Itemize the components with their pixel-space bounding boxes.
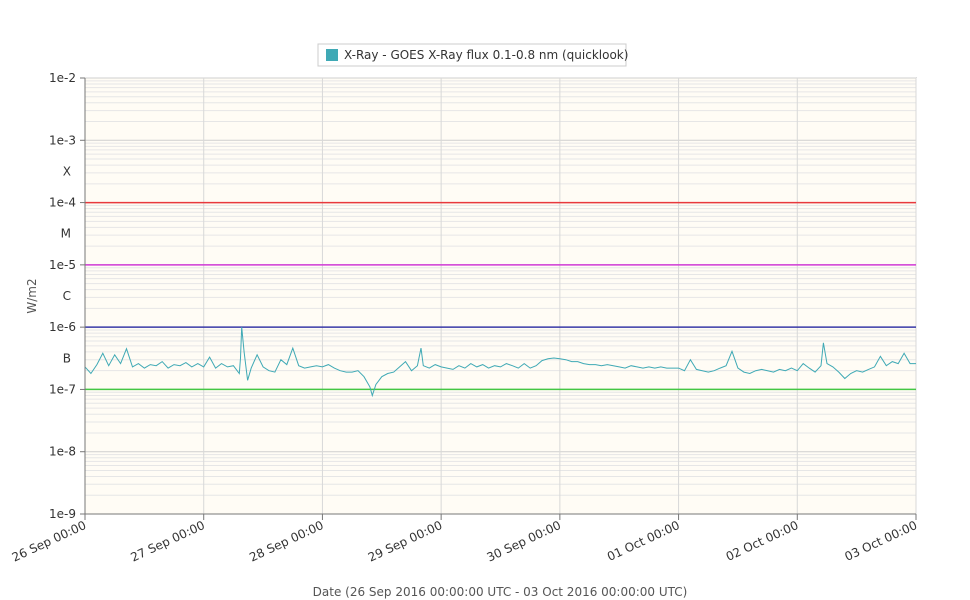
y-axis: 1e-9 1e-8 1e-7 1e-6 1e-5 1e-4 1e-3 1e-2 B C M X — [49, 71, 86, 521]
y-tick-label: 1e-6 — [49, 320, 76, 334]
y-tick-label: 1e-5 — [49, 258, 76, 272]
flare-class-label: X — [63, 164, 71, 178]
series — [84, 327, 916, 398]
y-tick-label: 1e-8 — [49, 445, 76, 459]
x-axis-title: Date (26 Sep 2016 00:00:00 UTC - 03 Oct … — [313, 585, 688, 599]
legend[interactable]: X-Ray - GOES X-Ray flux 0.1-0.8 nm (quic… — [317, 43, 628, 67]
legend-box — [317, 43, 627, 67]
y-tick-label: 1e-9 — [49, 507, 76, 521]
y-axis-title: W/m2 — [25, 278, 39, 313]
flare-class-label: B — [63, 351, 71, 365]
plot-area — [84, 77, 917, 515]
threshold-lines — [85, 201, 916, 391]
y-tick-label: 1e-4 — [49, 196, 76, 210]
flare-class-label: C — [63, 289, 71, 303]
y-tick-label: 1e-3 — [49, 133, 76, 147]
legend-swatch — [326, 49, 338, 61]
y-tick-label: 1e-7 — [49, 382, 76, 396]
series-line — [84, 327, 916, 398]
legend-label: X-Ray - GOES X-Ray flux 0.1-0.8 nm (quic… — [344, 48, 628, 62]
y-tick-label: 1e-2 — [49, 71, 76, 85]
flare-class-label: M — [61, 227, 71, 241]
